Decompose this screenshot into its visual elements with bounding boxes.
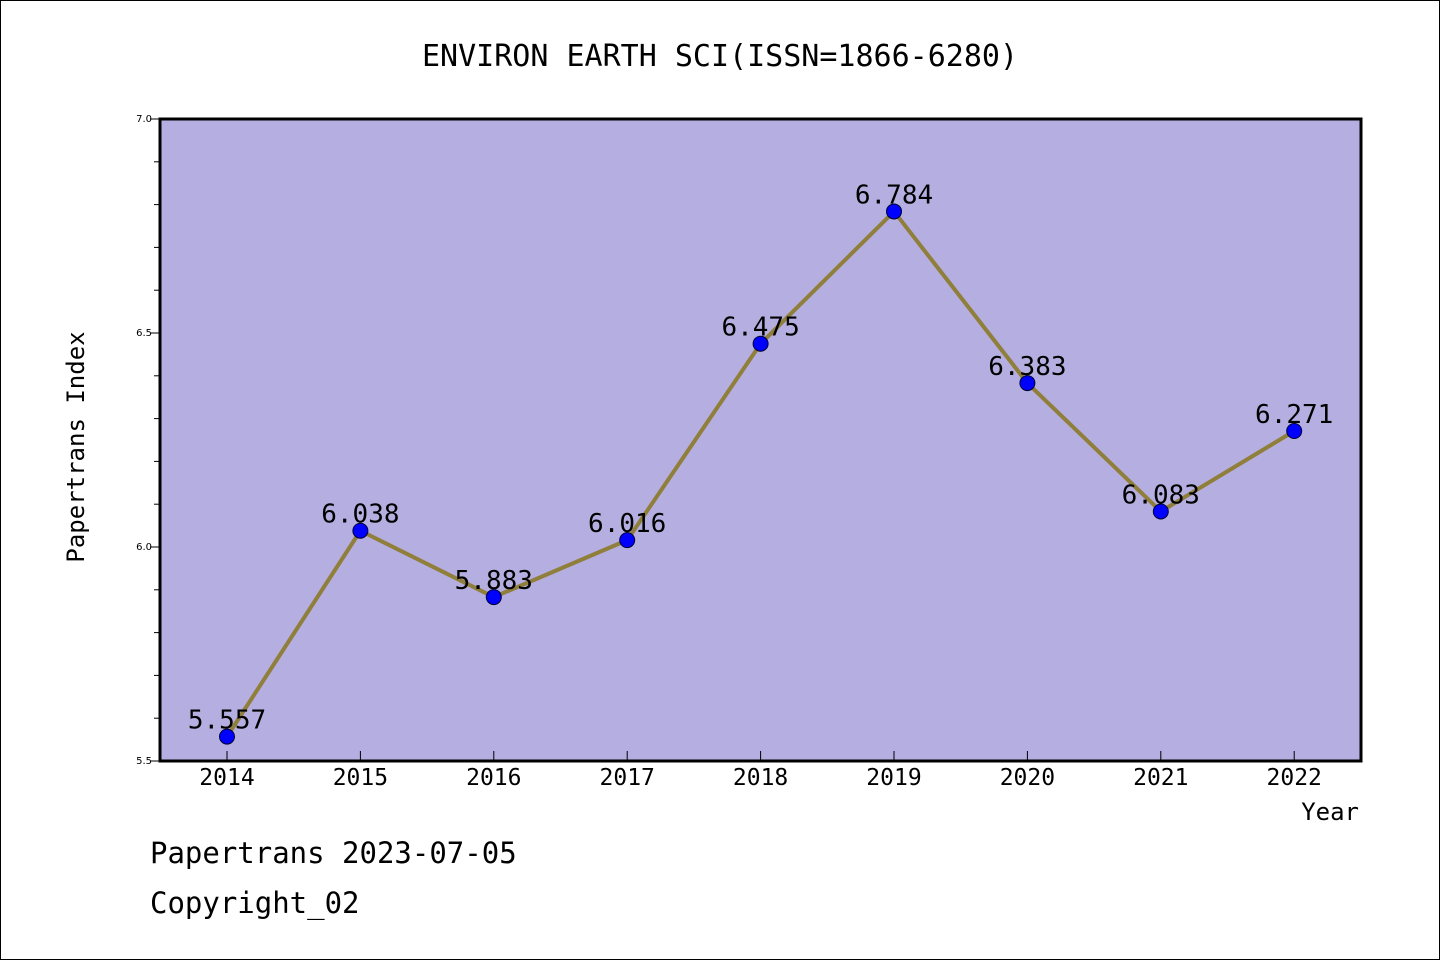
x-tick-label: 2018 (733, 765, 788, 791)
data-label: 6.475 (721, 313, 799, 343)
data-points (219, 203, 1303, 745)
data-labels: 5.557 6.038 5.883 6.016 6.475 6.784 6.383 6.083… (188, 180, 1333, 735)
data-label: 6.383 (988, 352, 1066, 382)
data-point (485, 589, 502, 606)
x-tick-label: 2022 (1267, 765, 1322, 791)
x-axis-label: Year (1301, 798, 1359, 826)
y-axis-ticks: 5.5 6.0 6.5 7.0 (136, 114, 160, 767)
x-tick-label: 2020 (1000, 765, 1055, 791)
data-label: 5.883 (455, 566, 533, 596)
x-tick-label: 2016 (466, 765, 521, 791)
footer-copyright: Copyright_02 (150, 886, 360, 920)
data-point (1019, 375, 1036, 392)
y-tick-label: 5.5 (136, 756, 152, 767)
data-label: 6.784 (855, 180, 933, 210)
data-point (752, 335, 769, 352)
data-label: 5.557 (188, 706, 266, 736)
x-tick-label: 2015 (333, 765, 388, 791)
y-axis-label: Papertrans Index (62, 331, 90, 562)
data-point (219, 728, 235, 745)
data-label: 6.083 (1122, 480, 1200, 510)
footer-date-line: Papertrans 2023-07-05 (150, 836, 517, 870)
data-label: 6.038 (321, 500, 399, 530)
data-point (886, 203, 902, 220)
x-axis-ticks: 2014 2015 2016 2017 2018 2019 2020 2021 2022 (199, 751, 1322, 791)
data-point (352, 522, 369, 539)
y-tick-label: 6.0 (136, 542, 152, 553)
data-point (1286, 423, 1303, 440)
chart-title: ENVIRON EARTH SCI(ISSN=1866-6280) (422, 39, 1018, 74)
x-tick-label: 2019 (866, 765, 921, 791)
plot-area (158, 117, 1363, 763)
data-point (619, 532, 636, 549)
y-tick-label: 7.0 (136, 114, 152, 125)
data-label: 6.271 (1255, 400, 1333, 430)
data-point (1152, 503, 1169, 520)
x-tick-label: 2021 (1133, 765, 1188, 791)
y-tick-label: 6.5 (136, 328, 152, 339)
data-label: 6.016 (588, 509, 666, 539)
x-tick-label: 2014 (199, 765, 254, 791)
x-tick-label: 2017 (600, 765, 655, 791)
